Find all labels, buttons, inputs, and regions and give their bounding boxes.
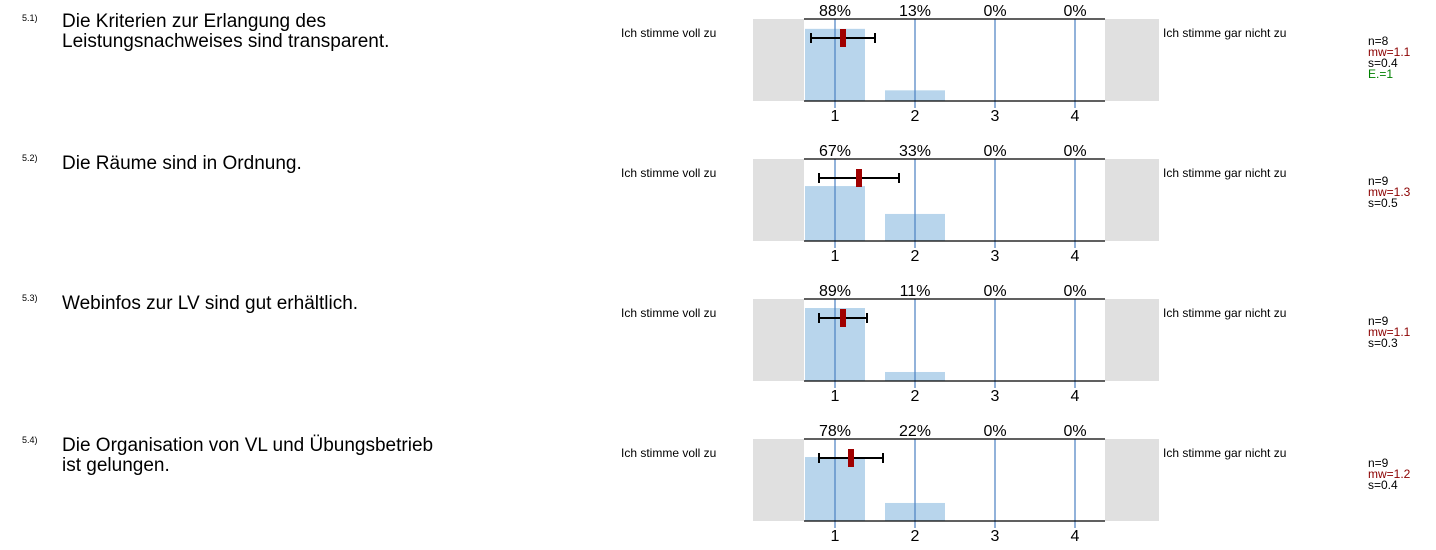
question-text-line: Die Räume sind in Ordnung.: [62, 153, 302, 174]
stat-mean: mw=1.1: [1368, 45, 1411, 59]
scale-gray-box-right: [1105, 19, 1159, 101]
scale-gray-box-left: [753, 19, 804, 101]
stat-n: n=8: [1368, 34, 1389, 48]
value-label: 11%: [900, 283, 931, 300]
scale-left-label: Ich stimme voll zu: [621, 446, 717, 460]
value-label: 22%: [899, 423, 931, 440]
question-number: 5.2): [22, 153, 38, 163]
scale-right-label: Ich stimme gar nicht zu: [1163, 166, 1287, 180]
question-text-line: ist gelungen.: [62, 455, 170, 476]
stat-n: n=9: [1368, 456, 1389, 470]
value-label: 78%: [819, 423, 851, 440]
stat-abstention: E.=1: [1368, 67, 1394, 81]
category-label: 3: [991, 108, 1000, 125]
scale-left-label: Ich stimme voll zu: [621, 306, 717, 320]
scale-gray-box-left: [753, 159, 804, 241]
category-label: 2: [911, 108, 920, 125]
category-label: 3: [991, 528, 1000, 545]
stat-mean: mw=1.1: [1368, 325, 1411, 339]
scale-gray-box-right: [1105, 439, 1159, 521]
value-label: 0%: [1063, 143, 1086, 160]
stat-sd: s=0.4: [1368, 56, 1398, 70]
category-label: 4: [1071, 108, 1080, 125]
question-text-line: Webinfos zur LV sind gut erhältlich.: [62, 293, 359, 314]
stat-sd: s=0.5: [1368, 196, 1398, 210]
value-label: 89%: [819, 283, 851, 300]
category-label: 2: [911, 388, 920, 405]
category-label: 4: [1071, 388, 1080, 405]
question-number: 5.4): [22, 435, 38, 445]
category-label: 4: [1071, 248, 1080, 265]
category-label: 2: [911, 528, 920, 545]
question-text-line: Die Organisation von VL und Übungsbetrie…: [62, 435, 434, 456]
value-label: 0%: [983, 283, 1006, 300]
scale-right-label: Ich stimme gar nicht zu: [1163, 446, 1287, 460]
mean-marker: [856, 169, 862, 187]
mean-marker: [840, 309, 846, 327]
stat-mean: mw=1.3: [1368, 185, 1411, 199]
question-text: Webinfos zur LV sind gut erhältlich.: [62, 294, 582, 314]
scale-left-label: Ich stimme voll zu: [621, 26, 717, 40]
stat-n: n=9: [1368, 174, 1389, 188]
question-text-line: Die Kriterien zur Erlangung des: [62, 11, 327, 32]
question-text: Die Räume sind in Ordnung.: [62, 154, 582, 174]
mean-marker: [840, 29, 846, 47]
value-label: 0%: [983, 423, 1006, 440]
stats-block: n=9 mw=1.1 s=0.3: [1368, 314, 1411, 350]
scale-right-label: Ich stimme gar nicht zu: [1163, 306, 1287, 320]
value-label: 67%: [819, 143, 851, 160]
scale-gray-box-right: [1105, 299, 1159, 381]
category-label: 1: [831, 108, 840, 125]
value-label: 0%: [983, 3, 1006, 20]
stat-sd: s=0.3: [1368, 336, 1398, 350]
category-label: 1: [831, 388, 840, 405]
category-label: 2: [911, 248, 920, 265]
value-label: 13%: [899, 3, 931, 20]
value-label: 0%: [1063, 3, 1086, 20]
category-label: 3: [991, 388, 1000, 405]
category-label: 1: [831, 248, 840, 265]
value-label: 0%: [1063, 423, 1086, 440]
question-number: 5.1): [22, 13, 38, 23]
value-label: 33%: [899, 143, 931, 160]
question-text: Die Organisation von VL und Übungsbetrie…: [62, 436, 582, 476]
question-number: 5.3): [22, 293, 38, 303]
stats-block: n=9 mw=1.3 s=0.5: [1368, 174, 1411, 210]
value-label: 0%: [1063, 283, 1086, 300]
stats-block: n=8 mw=1.1 s=0.4 E.=1: [1368, 34, 1411, 81]
category-label: 4: [1071, 528, 1080, 545]
category-label: 1: [831, 528, 840, 545]
value-label: 88%: [819, 3, 851, 20]
stats-block: n=9 mw=1.2 s=0.4: [1368, 456, 1411, 492]
scale-gray-box-left: [753, 439, 804, 521]
category-label: 3: [991, 248, 1000, 265]
scale-right-label: Ich stimme gar nicht zu: [1163, 26, 1287, 40]
stat-n: n=9: [1368, 314, 1389, 328]
stat-sd: s=0.4: [1368, 478, 1398, 492]
stat-mean: mw=1.2: [1368, 467, 1411, 481]
scale-left-label: Ich stimme voll zu: [621, 166, 717, 180]
mean-marker: [848, 449, 854, 467]
question-text: Die Kriterien zur Erlangung des Leistung…: [62, 12, 582, 52]
scale-gray-box-right: [1105, 159, 1159, 241]
question-text-line: Leistungsnachweises sind transparent.: [62, 31, 390, 52]
value-label: 0%: [983, 143, 1006, 160]
scale-gray-box-left: [753, 299, 804, 381]
